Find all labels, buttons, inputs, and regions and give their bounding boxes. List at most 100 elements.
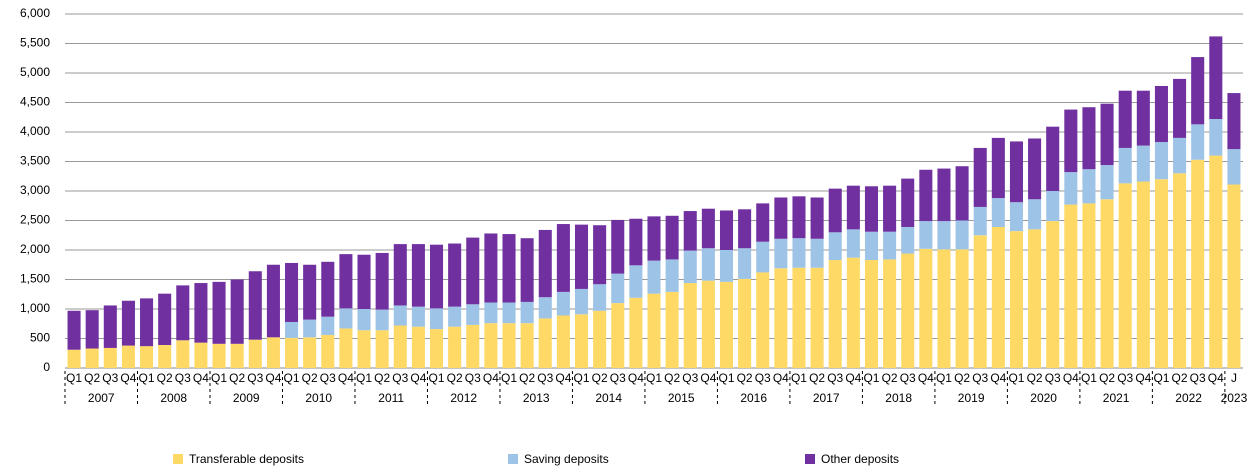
x-tick-label: Q4 (1135, 371, 1151, 385)
x-tick-label: Q4 (1208, 371, 1224, 385)
year-label: 2017 (813, 391, 840, 405)
bar-segment (140, 346, 154, 368)
x-tick-label: Q2 (809, 371, 825, 385)
x-tick-label: Q1 (1153, 371, 1169, 385)
year-label: 2016 (740, 391, 767, 405)
x-tick-label: Q4 (1063, 371, 1079, 385)
x-tick-label: Q4 (845, 371, 861, 385)
bar-segment (593, 225, 607, 285)
bar-segment (901, 226, 915, 254)
bar-segment (864, 231, 879, 261)
bar-segment (103, 347, 117, 368)
bar-segment (919, 248, 933, 368)
bar-segment (429, 244, 444, 309)
bar-segment (792, 196, 806, 239)
x-tick-label: Q2 (157, 371, 173, 385)
x-tick-label: Q3 (465, 371, 481, 385)
bar-segment (1100, 199, 1114, 368)
bar-segment (738, 278, 752, 368)
x-tick-label: Q4 (773, 371, 789, 385)
bar-segment (1209, 36, 1223, 120)
bar-segment (121, 345, 135, 368)
year-label: 2008 (160, 391, 187, 405)
x-tick-label: Q3 (175, 371, 191, 385)
bar-segment (375, 309, 389, 331)
x-tick-label: Q2 (519, 371, 535, 385)
x-tick-label: Q2 (882, 371, 898, 385)
bar-segment (665, 259, 679, 292)
x-tick-label: Q3 (900, 371, 916, 385)
bar-segment (574, 314, 589, 368)
bar-segment (593, 284, 607, 311)
y-tick-label: 1,000 (20, 301, 50, 315)
bar-segment (411, 326, 425, 368)
legend-swatch (173, 454, 183, 464)
bar-segment (266, 264, 280, 338)
x-tick-label: Q1 (211, 371, 227, 385)
bar-segment (901, 178, 915, 227)
bar-segment (520, 323, 534, 368)
bar-segment (611, 303, 625, 368)
bar-segment (756, 241, 770, 273)
bar-segment (466, 324, 480, 368)
bar-segment (937, 221, 951, 250)
bar-segment (1191, 57, 1205, 125)
bar-segment (375, 252, 389, 310)
bar-segment (429, 329, 444, 368)
bar-segment (303, 337, 317, 368)
bar-segment (955, 249, 969, 368)
x-tick-label: Q1 (718, 371, 734, 385)
bar-segment (991, 137, 1005, 199)
bar-segment (303, 264, 317, 320)
bar-segment (393, 325, 407, 368)
bar-segment (285, 262, 299, 322)
bar-segment (85, 310, 99, 349)
bar-segment (738, 209, 752, 249)
bar-segment (140, 298, 154, 347)
bar-segment (484, 302, 498, 324)
bar-segment (194, 283, 208, 343)
legend-swatch (805, 454, 815, 464)
bar-segment (158, 344, 172, 368)
x-tick-label: Q2 (664, 371, 680, 385)
bar-segment (574, 288, 589, 315)
year-label: 2018 (885, 391, 912, 405)
bar-segment (1136, 90, 1150, 146)
year-label: 2013 (523, 391, 550, 405)
bar-segment (303, 319, 317, 338)
bar-segment (919, 169, 933, 222)
bar-segment (357, 309, 371, 331)
bar-segment (647, 216, 661, 261)
bar-segment (937, 168, 951, 222)
bar-segment (846, 229, 860, 258)
bar-segment (556, 224, 570, 292)
bar-segment (448, 306, 462, 327)
legend-label: Transferable deposits (189, 452, 304, 466)
y-tick-label: 1,500 (20, 272, 50, 286)
bar-segment (1154, 179, 1168, 368)
bar-segment (810, 238, 824, 268)
bar-segment (1118, 183, 1132, 368)
bar-segment (701, 248, 715, 281)
bar-segment (321, 316, 335, 335)
bar-segment (285, 337, 299, 368)
legend-label: Saving deposits (524, 452, 609, 466)
bar-segment (665, 291, 679, 368)
x-tick-label: Q4 (700, 371, 716, 385)
bar-segment (629, 218, 643, 266)
bar-segment (864, 260, 879, 368)
x-tick-label: Q3 (247, 371, 263, 385)
bar-segment (955, 220, 969, 250)
x-tick-label: Q4 (990, 371, 1006, 385)
bar-segment (556, 315, 570, 368)
bar-segment (593, 310, 607, 368)
bar-segment (1082, 169, 1096, 204)
bar-segment (683, 283, 697, 368)
bar-segment (1009, 141, 1023, 203)
bar-segment (991, 198, 1005, 227)
bar-segment (901, 253, 915, 368)
x-tick-label: Q2 (84, 371, 100, 385)
bar-segment (1136, 181, 1150, 368)
bar-segment (339, 308, 353, 329)
bar-segment (701, 280, 715, 368)
